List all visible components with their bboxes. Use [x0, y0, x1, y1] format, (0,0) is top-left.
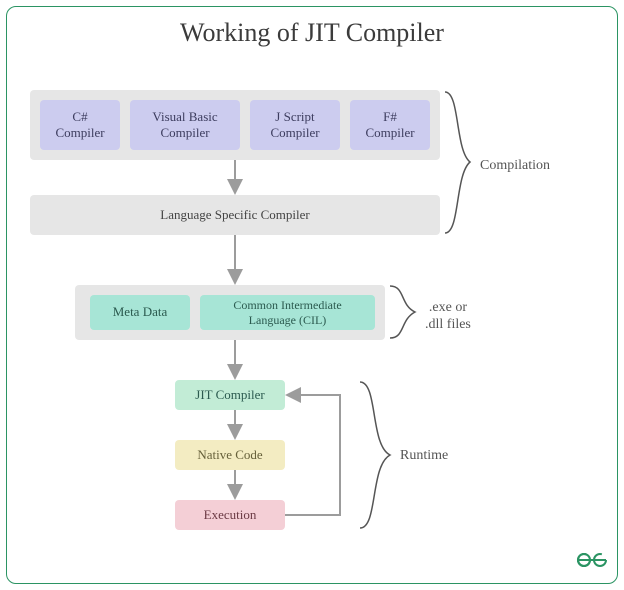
diagram-title: Working of JIT Compiler [0, 18, 624, 48]
metadata-box: Meta Data [90, 295, 190, 330]
jscript-compiler-box: J ScriptCompiler [250, 100, 340, 150]
native-code-box: Native Code [175, 440, 285, 470]
execution-box: Execution [175, 500, 285, 530]
compilation-label: Compilation [480, 158, 550, 175]
runtime-label: Runtime [400, 448, 448, 465]
cil-box: Common IntermediateLanguage (CIL) [200, 295, 375, 330]
fsharp-compiler-box: F#Compiler [350, 100, 430, 150]
csharp-compiler-box: C#Compiler [40, 100, 120, 150]
jit-compiler-box: JIT Compiler [175, 380, 285, 410]
language-specific-compiler-box: Language Specific Compiler [30, 195, 440, 235]
vb-compiler-box: Visual BasicCompiler [130, 100, 240, 150]
files-label: .exe or.dll files [425, 300, 471, 334]
geeksforgeeks-logo [576, 550, 608, 576]
